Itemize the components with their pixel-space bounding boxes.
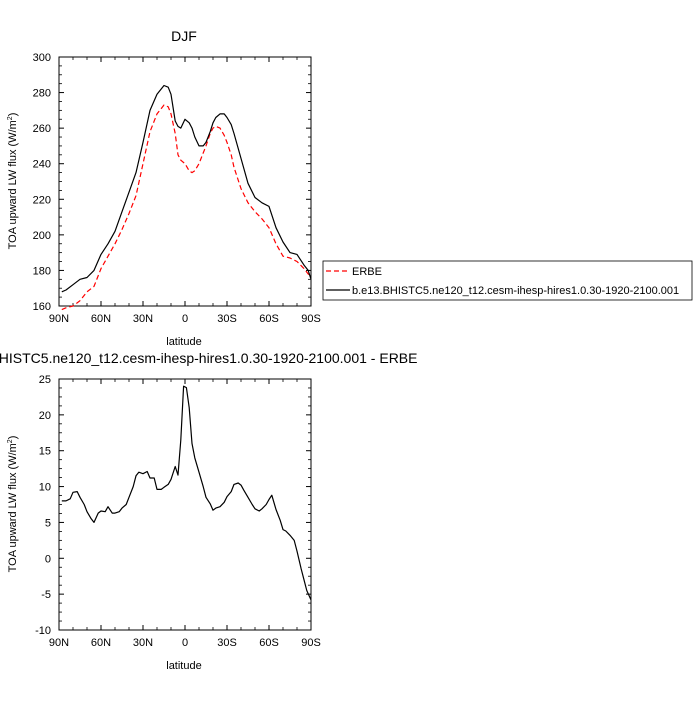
top-series-line-1 (61, 84, 312, 293)
top-series-line-0 (61, 104, 312, 311)
top-y-tick-label: 200 (33, 230, 51, 242)
top-x-tick-label: 30S (217, 313, 237, 325)
top-x-tick-label: 90N (49, 313, 69, 325)
top-x-tick-label: 0 (182, 313, 188, 325)
bottom-y-tick-label: 10 (39, 482, 51, 494)
bottom-x-tick-label: 60N (91, 637, 111, 649)
bottom-y-tick-label: 5 (45, 517, 51, 529)
bottom-x-tick-label: 0 (182, 637, 188, 649)
legend-entry-model: b.e13.BHISTC5.ne120_t12.cesm-ihesp-hires… (352, 285, 679, 297)
bottom-series-group (61, 385, 312, 601)
legend: ERBE b.e13.BHISTC5.ne120_t12.cesm-ihesp-… (322, 260, 693, 301)
bottom-x-tick-label: 30N (133, 637, 153, 649)
bottom-panel: b.e13.BHISTC5.ne120_t12.cesm-ihesp-hires… (0, 350, 417, 672)
top-series-group (61, 84, 312, 311)
top-y-tick-label: 220 (33, 194, 51, 206)
bottom-axis-ticks: 90N 60N 30N 0 30S 60S 90S -10 -5 0 5 10 15 20 25 (35, 374, 321, 649)
bottom-y-tick-label: 20 (39, 410, 51, 422)
top-x-tick-label: 60S (259, 313, 279, 325)
bottom-x-tick-label: 90N (49, 637, 69, 649)
bottom-y-tick-label: -10 (35, 625, 51, 637)
bottom-x-tick-label: 60S (259, 637, 279, 649)
top-panel: DJF 90N 60N 30N 0 30S 60S 90S 160 180 200 220 240 26… (7, 28, 321, 348)
bottom-y-tick-label: 15 (39, 446, 51, 458)
top-chart-title: DJF (171, 28, 197, 44)
bottom-chart-title: b.e13.BHISTC5.ne120_t12.cesm-ihesp-hires… (0, 350, 417, 366)
bottom-x-tick-label: 30S (217, 637, 237, 649)
top-y-tick-label: 160 (33, 301, 51, 313)
top-y-axis-label: TOA upward LW flux (W/m2) (7, 113, 19, 250)
top-y-tick-label: 180 (33, 265, 51, 277)
bottom-y-tick-label: -5 (41, 589, 51, 601)
legend-box (322, 260, 693, 301)
top-y-tick-label: 280 (33, 88, 51, 100)
bottom-plot-frame (58, 378, 312, 631)
top-y-tick-label: 300 (33, 52, 51, 64)
bottom-series-line-0 (61, 385, 312, 601)
bottom-x-axis-label: latitude (166, 660, 201, 672)
top-x-tick-label: 60N (91, 313, 111, 325)
legend-entry-erbe: ERBE (352, 266, 382, 278)
top-x-tick-label: 30N (133, 313, 153, 325)
top-x-tick-label: 90S (301, 313, 321, 325)
bottom-y-tick-label: 25 (39, 374, 51, 386)
top-y-tick-label: 260 (33, 123, 51, 135)
top-y-tick-label: 240 (33, 159, 51, 171)
bottom-x-tick-label: 90S (301, 637, 321, 649)
bottom-y-tick-label: 0 (45, 553, 51, 565)
top-plot-frame (58, 56, 312, 307)
bottom-y-axis-label: TOA upward LW flux (W/m2) (7, 436, 19, 573)
top-axis-ticks: 90N 60N 30N 0 30S 60S 90S 160 180 200 220 240 260 280… (33, 52, 321, 325)
top-x-axis-label: latitude (166, 336, 201, 348)
